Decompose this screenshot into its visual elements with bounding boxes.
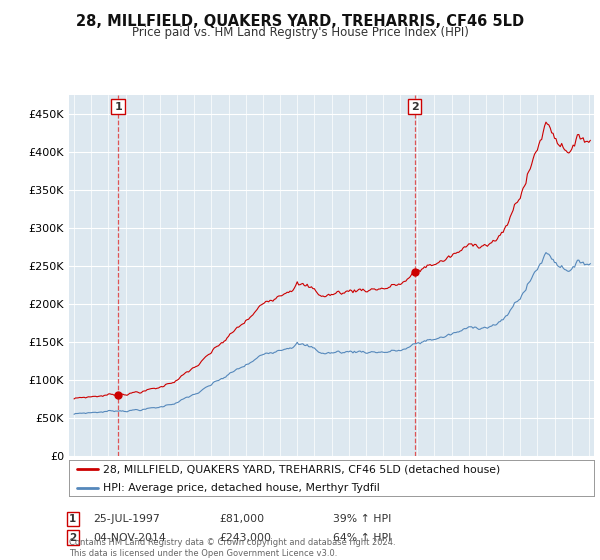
- Text: 2: 2: [69, 533, 76, 543]
- Text: £81,000: £81,000: [219, 514, 264, 524]
- Text: Contains HM Land Registry data © Crown copyright and database right 2024.
This d: Contains HM Land Registry data © Crown c…: [69, 538, 395, 558]
- Text: 2: 2: [410, 101, 418, 111]
- Text: £243,000: £243,000: [219, 533, 271, 543]
- Text: 1: 1: [114, 101, 122, 111]
- Text: 28, MILLFIELD, QUAKERS YARD, TREHARRIS, CF46 5LD: 28, MILLFIELD, QUAKERS YARD, TREHARRIS, …: [76, 14, 524, 29]
- Text: 39% ↑ HPI: 39% ↑ HPI: [333, 514, 391, 524]
- Text: 64% ↑ HPI: 64% ↑ HPI: [333, 533, 391, 543]
- Text: HPI: Average price, detached house, Merthyr Tydfil: HPI: Average price, detached house, Mert…: [103, 483, 380, 493]
- Text: 1: 1: [69, 514, 76, 524]
- Text: 25-JUL-1997: 25-JUL-1997: [93, 514, 160, 524]
- Text: 28, MILLFIELD, QUAKERS YARD, TREHARRIS, CF46 5LD (detached house): 28, MILLFIELD, QUAKERS YARD, TREHARRIS, …: [103, 464, 500, 474]
- Text: 04-NOV-2014: 04-NOV-2014: [93, 533, 166, 543]
- Text: Price paid vs. HM Land Registry's House Price Index (HPI): Price paid vs. HM Land Registry's House …: [131, 26, 469, 39]
